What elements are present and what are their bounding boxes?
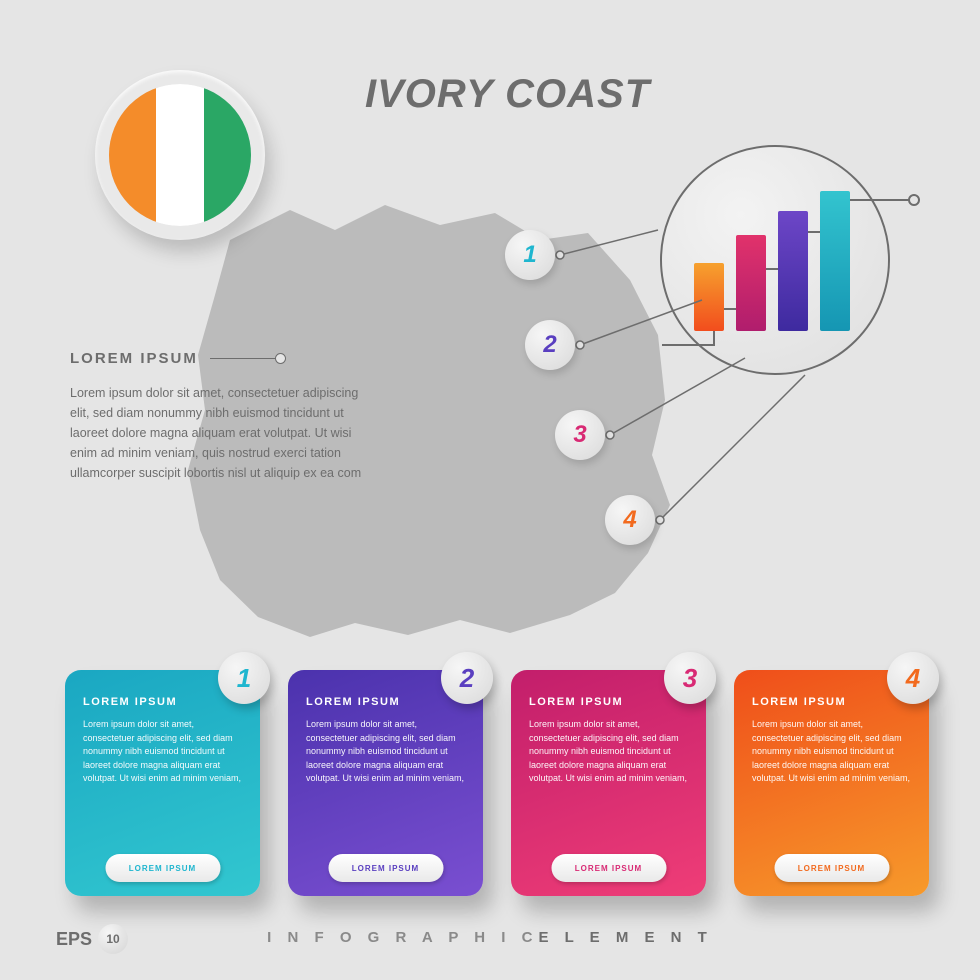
card-title: LOREM IPSUM bbox=[83, 696, 242, 708]
flag-icon bbox=[109, 84, 251, 226]
info-cards-row: 1LOREM IPSUMLorem ipsum dolor sit amet, … bbox=[65, 670, 929, 896]
chart-circle bbox=[660, 145, 890, 375]
card-body: Lorem ipsum dolor sit amet, consectetuer… bbox=[306, 718, 465, 786]
description-body: Lorem ipsum dolor sit amet, consectetuer… bbox=[70, 383, 370, 483]
card-button[interactable]: LOREM IPSUM bbox=[105, 854, 220, 882]
eps-label: EPS bbox=[56, 929, 92, 950]
flag-stripe-1 bbox=[109, 84, 156, 226]
card-body: Lorem ipsum dolor sit amet, consectetuer… bbox=[529, 718, 688, 786]
card-number-badge: 1 bbox=[218, 652, 270, 704]
info-card-4: 4LOREM IPSUMLorem ipsum dolor sit amet, … bbox=[734, 670, 929, 896]
card-number-badge: 3 bbox=[664, 652, 716, 704]
eps-number: 10 bbox=[98, 924, 128, 954]
card-title: LOREM IPSUM bbox=[529, 696, 688, 708]
footer-title: I N F O G R A P H I CE L E M E N T bbox=[267, 929, 713, 946]
chart-bar bbox=[736, 235, 766, 331]
card-number-badge: 4 bbox=[887, 652, 939, 704]
chart-bar bbox=[694, 263, 724, 331]
chart-bar bbox=[778, 211, 808, 331]
heading-line-icon bbox=[210, 358, 280, 360]
map-marker-2: 2 bbox=[525, 320, 575, 370]
card-button[interactable]: LOREM IPSUM bbox=[774, 854, 889, 882]
footer-label-bold: E L E M E N T bbox=[538, 929, 712, 946]
description-block: LOREM IPSUM Lorem ipsum dolor sit amet, … bbox=[70, 350, 370, 483]
description-heading: LOREM IPSUM bbox=[70, 350, 370, 367]
card-body: Lorem ipsum dolor sit amet, consectetuer… bbox=[752, 718, 911, 786]
info-card-2: 2LOREM IPSUMLorem ipsum dolor sit amet, … bbox=[288, 670, 483, 896]
map-marker-3: 3 bbox=[555, 410, 605, 460]
description-heading-text: LOREM IPSUM bbox=[70, 350, 198, 367]
map-marker-1: 1 bbox=[505, 230, 555, 280]
info-card-1: 1LOREM IPSUMLorem ipsum dolor sit amet, … bbox=[65, 670, 260, 896]
footer-label-light: I N F O G R A P H I C bbox=[267, 929, 538, 946]
eps-badge: EPS 10 bbox=[56, 924, 128, 954]
card-body: Lorem ipsum dolor sit amet, consectetuer… bbox=[83, 718, 242, 786]
card-button[interactable]: LOREM IPSUM bbox=[551, 854, 666, 882]
flag-stripe-3 bbox=[204, 84, 251, 226]
info-card-3: 3LOREM IPSUMLorem ipsum dolor sit amet, … bbox=[511, 670, 706, 896]
chart-bar bbox=[820, 191, 850, 331]
card-title: LOREM IPSUM bbox=[752, 696, 911, 708]
card-button[interactable]: LOREM IPSUM bbox=[328, 854, 443, 882]
bar-chart bbox=[694, 191, 850, 331]
flag-badge bbox=[95, 70, 265, 240]
card-title: LOREM IPSUM bbox=[306, 696, 465, 708]
infographic-canvas: IVORY COAST 1234 LOREM IPSUM Lorem ipsum… bbox=[0, 0, 980, 980]
map-marker-4: 4 bbox=[605, 495, 655, 545]
flag-stripe-2 bbox=[156, 84, 203, 226]
page-title: IVORY COAST bbox=[365, 72, 650, 117]
card-number-badge: 2 bbox=[441, 652, 493, 704]
